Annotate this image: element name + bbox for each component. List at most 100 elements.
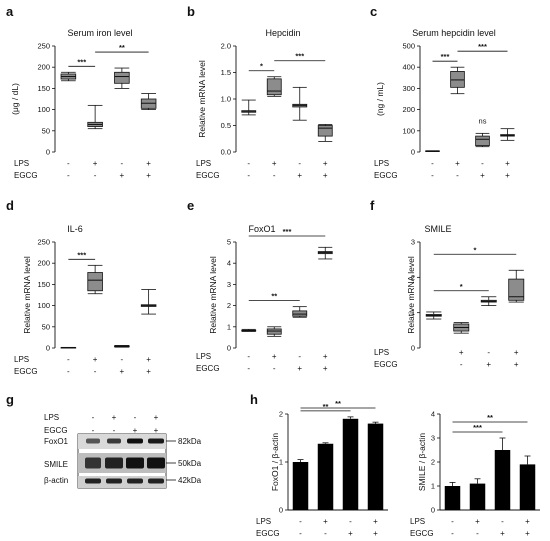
egcg-row-label-h1: EGCG (256, 529, 280, 538)
chart-title-d: IL-6 (67, 224, 83, 234)
y-tick-label-f: 0 (411, 344, 415, 353)
box-f-0 (425, 311, 442, 320)
y-tick-label-h1: 1 (279, 458, 283, 467)
y-axis-label-h2: SMILE / β-actin (417, 433, 427, 492)
box-a-0 (60, 71, 77, 82)
panel-letter-b: b (187, 4, 195, 19)
egcg-row-label-h2: EGCG (410, 529, 434, 538)
lps-sign-e: + (272, 352, 277, 361)
sig-label-h2: *** (473, 423, 482, 432)
lps-row-label-e: LPS (196, 352, 211, 361)
blot-lps-sign: - (92, 413, 95, 422)
box-f-1 (453, 322, 470, 334)
lps-sign-a: - (67, 159, 70, 168)
bar-h2-3 (519, 464, 536, 510)
box-f-2 (480, 296, 497, 307)
blot-row-label-foxo1: FoxO1 (44, 437, 69, 446)
box-a-3 (140, 93, 157, 110)
egcg-sign-h1: - (324, 529, 327, 538)
y-tick-label-a: 200 (37, 63, 50, 72)
lps-sign-h2: + (525, 517, 530, 526)
egcg-sign-e: - (273, 364, 276, 373)
western-blot: LPS EGCG - + - + - - + + FoxO1 SMILE β-actin 82… (44, 413, 202, 489)
y-tick-label-c: 300 (402, 84, 415, 93)
bar-h1-1 (317, 443, 334, 510)
box-c-1 (450, 66, 465, 95)
y-axis-label-c: (ng / mL) (375, 82, 385, 116)
box-d-0 (60, 346, 77, 349)
box-a-2 (114, 67, 130, 89)
egcg-sign-h1: + (348, 529, 353, 538)
panel-letter-d: d (6, 198, 14, 213)
blot-egcg-sign: + (133, 426, 138, 435)
sig-label-c: *** (441, 52, 450, 61)
lps-row-label-b: LPS (196, 159, 211, 168)
box-b-1 (266, 76, 282, 97)
egcg-sign-h2: - (451, 529, 454, 538)
box-iqr (317, 125, 333, 137)
blot-band-β-actin (127, 478, 143, 484)
egcg-row-label-b: EGCG (196, 171, 220, 180)
egcg-sign-h2: - (476, 529, 479, 538)
y-tick-label-h2: 3 (431, 434, 435, 443)
sig-label-d: *** (77, 250, 86, 259)
lps-sign-b: - (247, 159, 250, 168)
blot-lps-sign: + (112, 413, 117, 422)
y-tick-label-e: 3 (227, 280, 231, 289)
panel-letter-e: e (187, 198, 194, 213)
lps-sign-c: - (481, 159, 484, 168)
y-tick-label-h2: 1 (431, 482, 435, 491)
y-tick-label-h2: 4 (431, 410, 435, 419)
y-tick-label-b: 1.5 (221, 68, 231, 77)
egcg-sign-e: - (247, 364, 250, 373)
egcg-sign-b: - (273, 171, 276, 180)
box-iqr (114, 71, 130, 84)
lps-sign-d: + (93, 355, 98, 364)
blot-signs: - + - + - - + + (92, 413, 159, 435)
y-tick-label-e: 4 (227, 259, 231, 268)
y-tick-label-f: 2 (411, 273, 415, 282)
lps-sign-h2: - (451, 517, 454, 526)
blot-egcg-sign: + (154, 426, 159, 435)
box-iqr (475, 135, 490, 147)
y-tick-label-c: 200 (402, 105, 415, 114)
y-tick-label-f: 1 (411, 308, 415, 317)
panel-letter-c: c (370, 4, 377, 19)
blot-row-label-actin: β-actin (44, 476, 68, 485)
blot-band-SMILE (147, 457, 165, 469)
box-e-0 (241, 328, 257, 332)
box-b-2 (292, 86, 308, 121)
box-e-2 (292, 306, 308, 318)
y-tick-label-c: 100 (402, 126, 415, 135)
egcg-sign-a: + (146, 171, 151, 180)
lps-sign-d: - (67, 355, 70, 364)
chart-title-b: Hepcidin (265, 28, 300, 38)
blot-band-FoxO1 (107, 438, 121, 444)
bar-h2-1 (469, 483, 486, 510)
y-tick-label-c: 0 (411, 148, 415, 157)
lps-row-label-c: LPS (374, 159, 389, 168)
lps-sign-c: - (431, 159, 434, 168)
lps-sign-h1: - (299, 517, 302, 526)
bar-h1-3 (367, 423, 384, 510)
egcg-sign-h1: + (373, 529, 378, 538)
y-tick-label-h1: 0 (279, 506, 283, 515)
lps-row-label-a: LPS (14, 159, 29, 168)
lps-sign-e: + (323, 352, 328, 361)
lps-sign-h2: + (475, 517, 480, 526)
egcg-sign-h2: + (500, 529, 505, 538)
box-iqr (87, 272, 103, 292)
lps-sign-c: + (505, 159, 510, 168)
blot-band-SMILE (105, 457, 123, 469)
blot-band-FoxO1 (86, 438, 100, 444)
egcg-sign-f: + (514, 360, 519, 369)
y-tick-label-h2: 0 (431, 506, 435, 515)
sig-label-f: * (460, 282, 463, 291)
y-tick-label-a: 0 (46, 148, 50, 157)
blot-egcg-sign: - (113, 426, 116, 435)
blot-size-actin: 42kDa (178, 476, 202, 485)
y-axis-label-d: Relative mRNA level (22, 256, 32, 334)
box-b-0 (241, 99, 257, 116)
egcg-sign-a: + (120, 171, 125, 180)
y-tick-label-f: 3 (411, 238, 415, 247)
